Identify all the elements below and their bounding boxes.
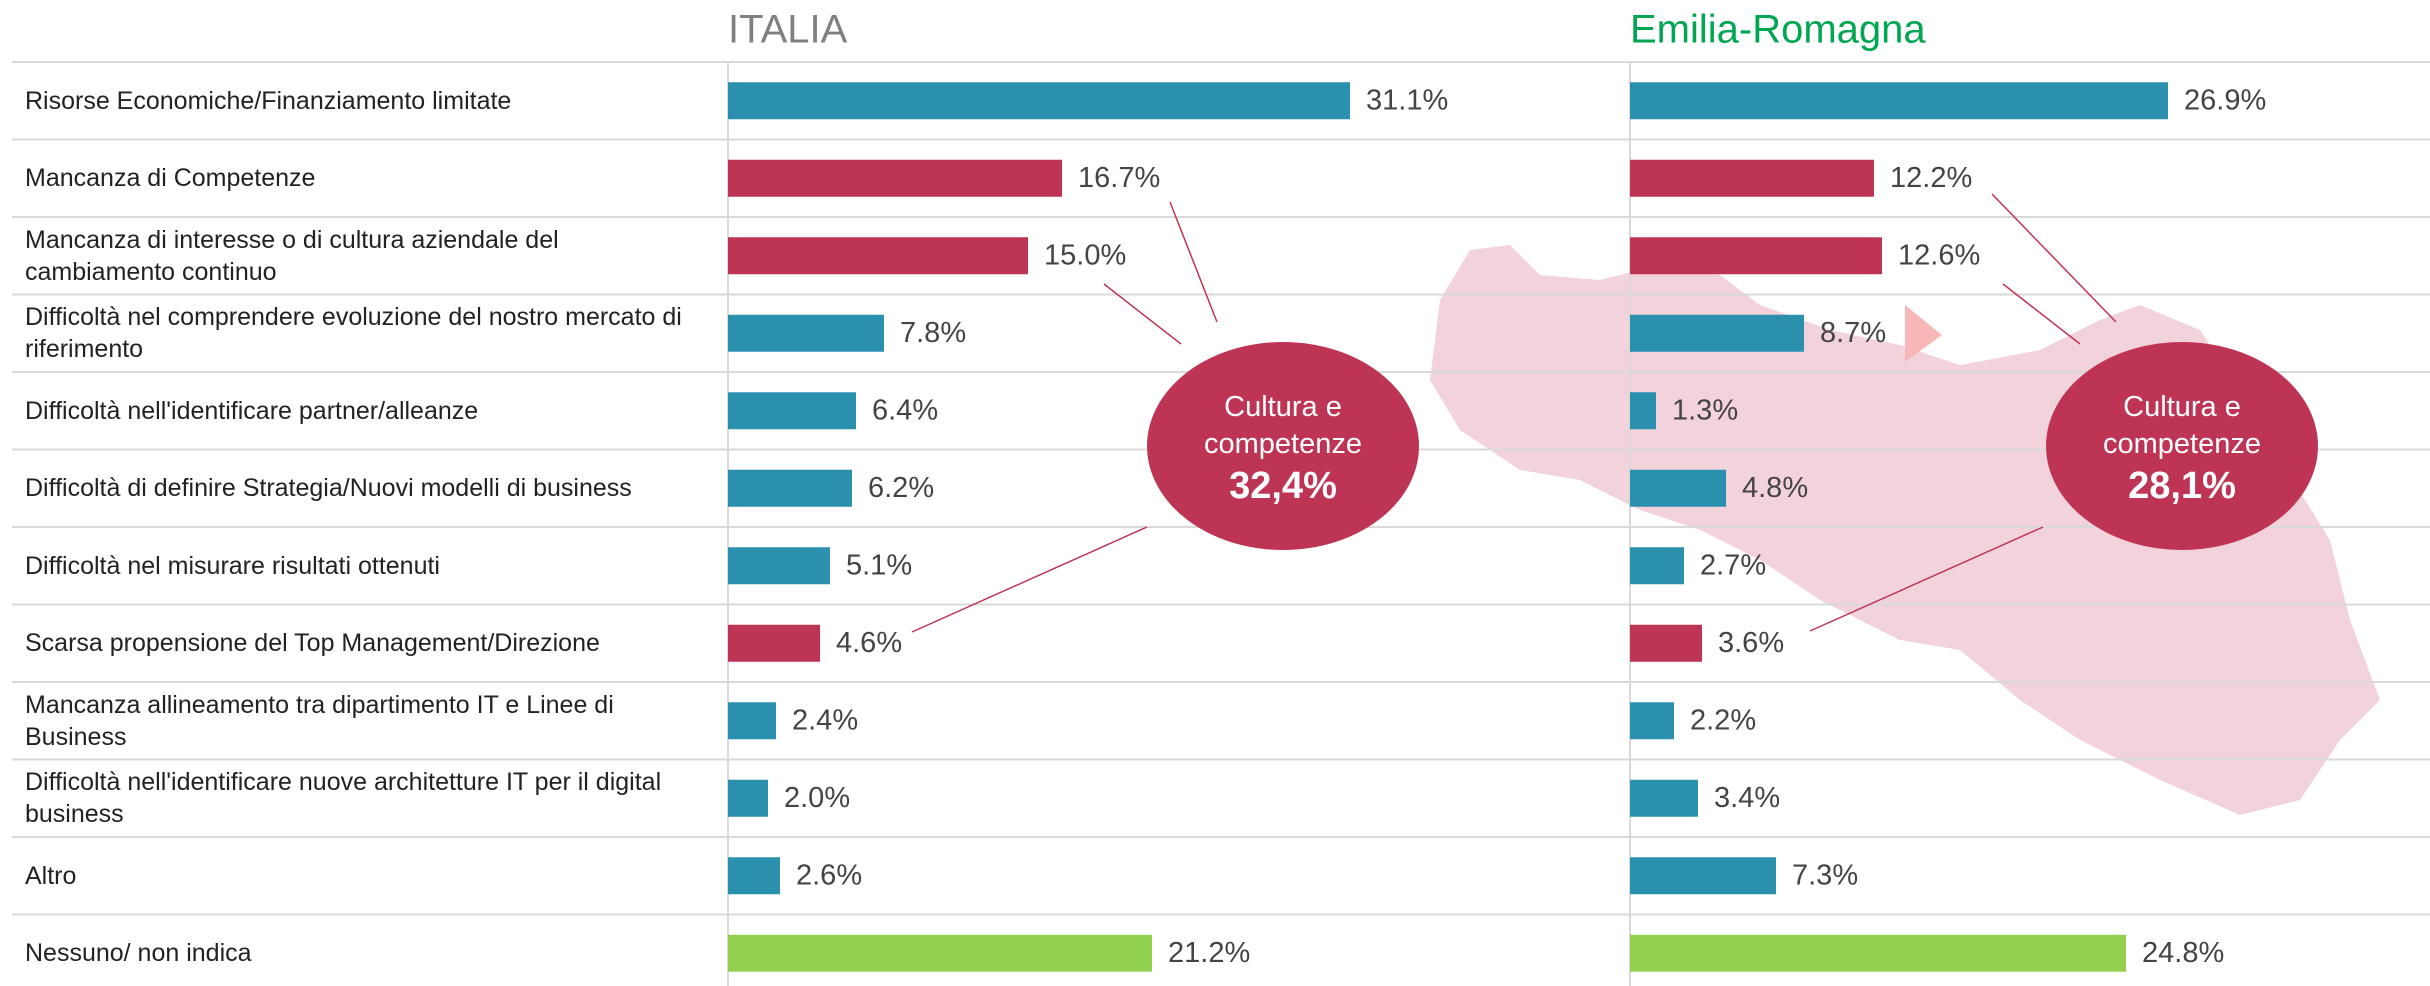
value-label: 2.2%	[1690, 704, 1756, 736]
bar	[728, 237, 1028, 275]
value-label: 2.6%	[796, 859, 862, 891]
value-label: 2.7%	[1700, 549, 1766, 581]
value-label: 3.6%	[1718, 627, 1784, 659]
value-label: 3.4%	[1714, 782, 1780, 814]
connector	[1991, 193, 2117, 323]
value-label: 8.7%	[1820, 317, 1886, 349]
bubble-text-line: Cultura e	[1224, 391, 1342, 423]
panel-title: Emilia-Romagna	[1630, 8, 1926, 52]
bar	[1630, 82, 2168, 120]
value-label: 6.2%	[868, 472, 934, 504]
arrow	[1905, 305, 1942, 362]
bar	[728, 857, 780, 895]
value-label: 12.2%	[1890, 162, 1972, 194]
bar	[728, 624, 820, 662]
bar	[728, 159, 1062, 197]
bar	[1630, 779, 1698, 817]
connector	[1103, 283, 1182, 345]
connector	[1169, 201, 1218, 323]
bubble	[1147, 342, 1419, 550]
bubble-text-line: Cultura e	[2123, 391, 2241, 423]
bar	[1630, 392, 1656, 430]
bar	[1630, 159, 1874, 197]
category-label: Difficoltà nell'identificare partner/all…	[25, 396, 479, 425]
value-label: 24.8%	[2142, 937, 2224, 969]
bubble	[2046, 342, 2318, 550]
bubble-text: Cultura e competenze	[2103, 391, 2261, 460]
bar	[1630, 547, 1684, 585]
bar	[1630, 702, 1674, 740]
bubble-value: 28,1%	[2128, 465, 2236, 507]
bar	[1630, 469, 1726, 507]
value-label: 12.6%	[1898, 239, 1980, 271]
bar	[1630, 237, 1882, 275]
category-label: Mancanza allineamento tra dipartimento I…	[25, 690, 614, 751]
connector	[2002, 283, 2081, 345]
bar	[728, 392, 856, 430]
bar	[728, 934, 1152, 972]
value-label: 1.3%	[1672, 394, 1738, 426]
bubble-text-line: competenze	[2103, 428, 2261, 460]
bar	[1630, 624, 1702, 662]
bar	[1630, 314, 1804, 352]
bubble-text-line: competenze	[1204, 428, 1362, 460]
value-label: 7.3%	[1792, 859, 1858, 891]
category-label: Difficoltà nel comprendere evoluzione de…	[25, 303, 682, 364]
bar	[728, 702, 776, 740]
bar	[1630, 934, 2126, 972]
value-label: 4.6%	[836, 627, 902, 659]
category-label: Nessuno/ non indica	[25, 939, 252, 968]
category-label: Mancanza di Competenze	[25, 164, 316, 193]
value-label: 31.1%	[1366, 84, 1448, 116]
category-label: Risorse Economiche/Finanziamento limitat…	[25, 86, 512, 115]
connector	[1809, 526, 2044, 632]
bar	[728, 82, 1350, 120]
bubble-value: 32,4%	[1229, 465, 1337, 507]
value-label: 21.2%	[1168, 937, 1250, 969]
panel-title: ITALIA	[728, 8, 848, 52]
bar	[728, 779, 768, 817]
bar	[728, 469, 852, 507]
bar	[1630, 857, 1776, 895]
bar	[728, 314, 884, 352]
value-label: 15.0%	[1044, 239, 1126, 271]
category-label: Difficoltà nel misurare risultati ottenu…	[25, 551, 440, 580]
category-label: Difficoltà nell'identificare nuove archi…	[25, 768, 662, 829]
value-label: 4.8%	[1742, 472, 1808, 504]
bubble-text: Cultura e competenze	[1204, 391, 1362, 460]
category-label: Altro	[25, 861, 77, 890]
value-label: 2.0%	[784, 782, 850, 814]
category-label: Mancanza di interesse o di cultura azien…	[25, 225, 559, 286]
value-label: 16.7%	[1078, 162, 1160, 194]
category-label: Difficoltà di definire Strategia/Nuovi m…	[25, 474, 632, 503]
value-label: 6.4%	[872, 394, 938, 426]
value-label: 2.4%	[792, 704, 858, 736]
value-label: 5.1%	[846, 549, 912, 581]
connector	[911, 526, 1148, 633]
bar	[728, 547, 830, 585]
value-label: 26.9%	[2184, 84, 2266, 116]
value-label: 7.8%	[900, 317, 966, 349]
category-label: Scarsa propensione del Top Management/Di…	[25, 629, 600, 658]
